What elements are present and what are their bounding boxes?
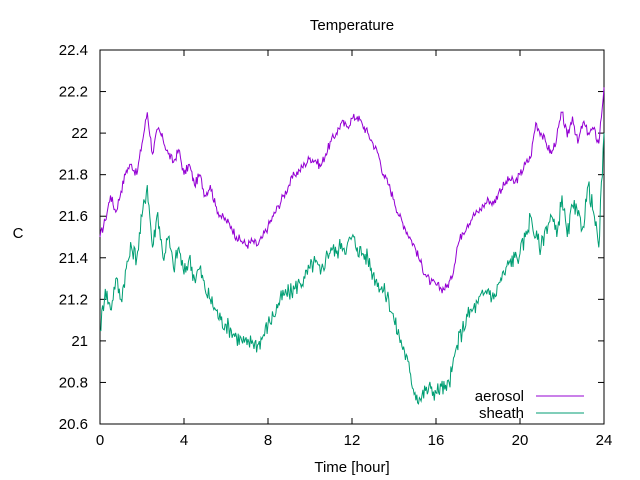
y-axis-ticks: 20.6 20.8 21 21.2 21.4 21.6 21.8 22 22.2 22.4 (59, 42, 604, 433)
y-tick-label: 20.8 (59, 374, 88, 391)
x-tick-label: 20 (512, 432, 529, 449)
chart-title: Temperature (310, 17, 394, 34)
legend-label-sheath: sheath (479, 405, 524, 422)
x-tick-label: 16 (428, 432, 445, 449)
x-tick-label: 0 (96, 432, 104, 449)
y-tick-label: 22.2 (59, 84, 88, 101)
y-tick-label: 21.8 (59, 167, 88, 184)
y-axis-label: C (13, 225, 24, 242)
series-layer (99, 87, 605, 405)
legend-label-aerosol: aerosol (475, 388, 524, 405)
series-line-sheath (99, 133, 605, 405)
series-line-aerosol (99, 87, 605, 294)
y-tick-label: 21.6 (59, 208, 88, 225)
y-tick-label: 21.2 (59, 291, 88, 308)
y-tick-label: 20.6 (59, 416, 88, 433)
x-axis-ticks: 0 4 8 12 16 20 24 (96, 50, 613, 449)
y-tick-label: 21.4 (59, 250, 88, 267)
y-tick-label: 22 (71, 125, 88, 142)
x-tick-label: 4 (180, 432, 188, 449)
x-tick-label: 24 (596, 432, 613, 449)
x-tick-label: 8 (264, 432, 272, 449)
x-tick-label: 12 (344, 432, 361, 449)
y-tick-label: 22.4 (59, 42, 88, 59)
x-axis-label: Time [hour] (314, 459, 389, 476)
y-tick-label: 21 (71, 333, 88, 350)
